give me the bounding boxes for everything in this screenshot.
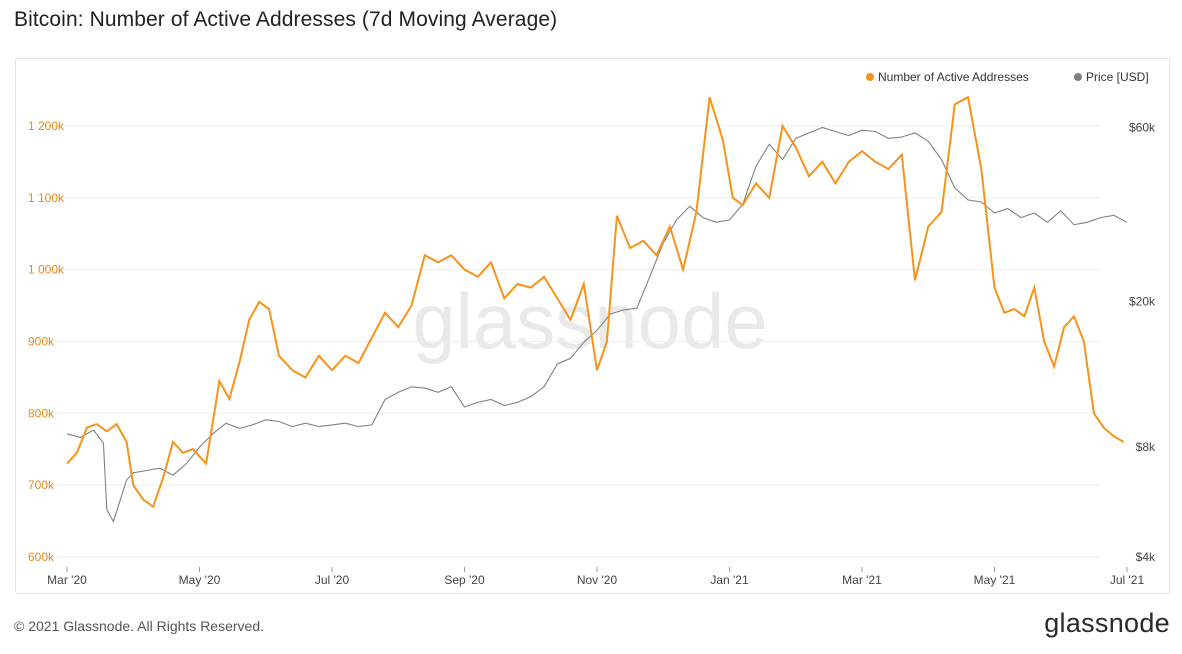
left-axis-tick-label: 1 100k (28, 191, 65, 205)
left-axis: 600k 700k 800k 900k 1 000k 1 100k 1 200k (28, 119, 65, 564)
right-axis: $4k $8k $20k $60k (1129, 120, 1156, 564)
legend-price-marker[interactable] (1074, 73, 1082, 81)
page-title: Bitcoin: Number of Active Addresses (7d … (14, 8, 558, 31)
x-axis-tick-label: Mar '20 (47, 573, 87, 587)
legend-addresses-marker[interactable] (866, 73, 874, 81)
chart-panel (15, 58, 1170, 594)
right-axis-tick-label: $8k (1136, 440, 1156, 454)
x-axis-tick-label: Jul '21 (1110, 573, 1145, 587)
gridlines (45, 125, 1100, 558)
legend: Number of Active Addresses Price [USD] (866, 70, 1149, 84)
left-axis-tick-label: 1 200k (28, 119, 65, 133)
glassnode-logo[interactable]: glassnode (1044, 608, 1170, 638)
x-axis-tick-label: May '20 (179, 573, 221, 587)
right-axis-tick-label: $4k (1136, 550, 1156, 564)
left-axis-tick-label: 900k (28, 334, 55, 348)
x-axis-tick-label: Jan '21 (710, 573, 749, 587)
x-axis: Mar '20 May '20 Jul '20 Sep '20 Nov '20 Jan '… (47, 567, 1144, 587)
right-axis-tick-label: $20k (1129, 295, 1156, 309)
x-axis-tick-label: Jul '20 (315, 573, 350, 587)
active-addresses-series-line (66, 95, 1125, 509)
right-axis-tick-label: $60k (1129, 120, 1156, 134)
x-axis-tick-label: Mar '21 (842, 573, 882, 587)
legend-addresses-label[interactable]: Number of Active Addresses (878, 70, 1029, 84)
x-axis-tick-label: May '21 (974, 573, 1016, 587)
legend-price-label[interactable]: Price [USD] (1086, 70, 1149, 84)
left-axis-tick-label: 600k (28, 550, 55, 564)
left-axis-tick-label: 800k (28, 406, 55, 420)
footer-copyright: © 2021 Glassnode. All Rights Reserved. (14, 618, 265, 634)
x-axis-tick-label: Nov '20 (577, 573, 618, 587)
left-axis-tick-label: 1 000k (28, 263, 65, 277)
x-axis-tick-label: Sep '20 (444, 573, 485, 587)
left-axis-tick-label: 700k (28, 478, 55, 492)
